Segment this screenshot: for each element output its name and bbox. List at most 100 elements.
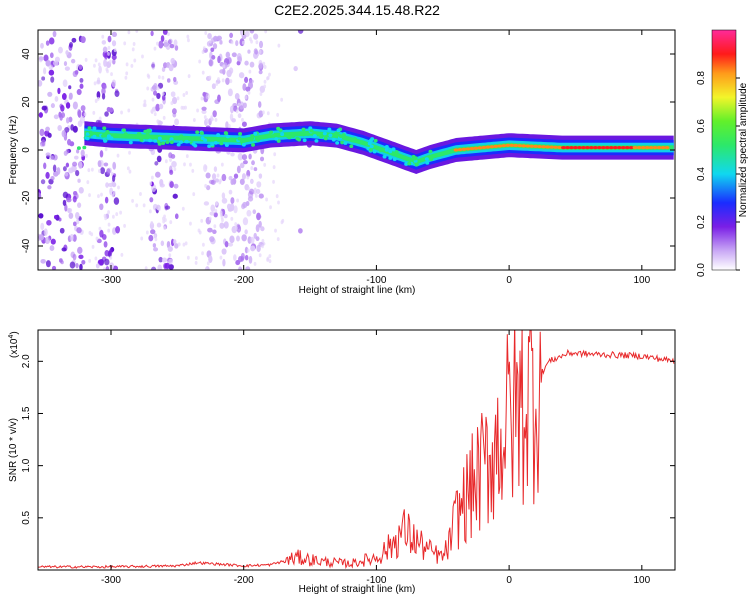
ridge-speckle: [297, 137, 302, 142]
ridge-speckle: [92, 134, 97, 139]
spectrogram-cell: [213, 35, 218, 42]
spectrogram-cell: [128, 150, 131, 155]
spectrogram-cell: [155, 171, 161, 178]
ridge-speckle: [250, 136, 255, 140]
ridge-speckle: [350, 138, 355, 143]
spectrogram-cell: [57, 124, 63, 131]
spectrogram-cell: [88, 258, 92, 263]
ridge-speckle: [87, 126, 92, 130]
spectrogram-cell: [173, 183, 179, 189]
spectrogram-cell: [60, 104, 65, 112]
spectrogram-cell: [255, 40, 259, 45]
spectrogram-cell: [244, 229, 248, 235]
spectrogram-cell: [163, 39, 169, 48]
spectrogram-cell: [244, 76, 249, 83]
ridge-speckle: [378, 148, 383, 153]
spectrogram-cell: [151, 61, 156, 70]
spectrogram-cell: [48, 64, 54, 70]
spectrogram-cell: [157, 75, 161, 80]
spectrogram-cell: [87, 168, 91, 173]
spectrogram-cell: [208, 255, 213, 263]
spectrogram-cell: [79, 263, 83, 270]
ridge-speckle: [382, 154, 387, 159]
spectrogram-cell: [168, 64, 174, 72]
spectrogram-cell: [112, 58, 116, 65]
spectrogram-cell: [242, 217, 249, 226]
spectrogram-cell: [107, 45, 111, 50]
spectrogram-cell: [262, 61, 266, 66]
spectrogram-cell: [47, 132, 52, 138]
spectrogram-cell: [253, 33, 259, 40]
spectrogram-cell: [236, 165, 241, 174]
ridge-speckle: [301, 127, 306, 132]
spectrogram-cell: [106, 168, 111, 175]
spectrogram-cell: [219, 255, 223, 260]
ridge-core-cell: [541, 145, 547, 149]
ridge-speckle: [179, 134, 184, 139]
ridge-core-cell: [608, 146, 614, 150]
x-tick-label: 0: [506, 275, 512, 286]
spectrogram-cell: [212, 110, 217, 118]
ridge-speckle: [184, 139, 189, 144]
spectrogram-cell: [150, 109, 154, 114]
spectrogram-cell: [155, 103, 160, 112]
spectrogram-cell: [152, 243, 157, 248]
ridge-core-cell: [648, 146, 654, 150]
spectrogram-cell: [135, 203, 139, 208]
spectrogram-cell: [266, 257, 269, 262]
spectrogram-cell: [253, 167, 258, 172]
spectrogram-cell: [221, 173, 227, 182]
spectrogram-cell: [200, 96, 204, 101]
spectrogram-cell: [45, 260, 51, 268]
spectrogram-cell: [163, 62, 168, 69]
spectrogram-cell: [153, 46, 157, 51]
ridge-speckle: [309, 129, 314, 133]
y-tick-label: 0.5: [21, 510, 32, 524]
spectrogram-cell: [102, 84, 107, 90]
spectrogram-cell: [61, 93, 67, 101]
spectrogram-cell: [76, 149, 80, 154]
spectrogram-cell: [107, 182, 114, 187]
spectrogram-cell: [54, 95, 59, 102]
spectrogram-cell: [269, 205, 272, 210]
spectrogram-cell: [150, 266, 157, 270]
spectrogram-cell: [220, 162, 224, 167]
spectrogram-cell: [99, 203, 104, 211]
spectrogram-cell: [189, 221, 192, 226]
spectrogram-cell: [241, 40, 245, 45]
spectrogram-cell: [210, 179, 216, 185]
x-tick-label: 100: [633, 275, 650, 286]
spectrogram-cell: [123, 223, 126, 228]
spectrogram-cell: [222, 196, 226, 201]
spectrogram-cell: [159, 178, 164, 186]
spectrogram-cell: [98, 65, 102, 74]
spectrogram-cell: [261, 244, 264, 249]
spectrogram-cell: [95, 236, 99, 241]
x-tick-label: -100: [366, 275, 386, 286]
spectrogram-cell: [237, 56, 242, 63]
spectrogram-cell: [248, 153, 252, 160]
spectrogram-cell: [90, 167, 94, 172]
spectrogram-cell: [72, 221, 77, 227]
spectrogram-cell: [76, 227, 82, 234]
ridge-speckle: [139, 138, 144, 142]
spectrogram-cell: [126, 166, 130, 171]
spectrogram-cell: [266, 111, 270, 116]
ridge-speckle: [143, 129, 148, 134]
spectrogram-cell: [229, 113, 234, 121]
spectrogram-cell: [163, 262, 168, 269]
spectrogram-cell: [168, 253, 172, 258]
ridge-speckle: [335, 141, 340, 145]
ridge-speckle: [384, 148, 389, 152]
ridge-core-cell: [481, 145, 487, 150]
spectrogram-cell: [183, 162, 186, 167]
spectrogram-cell: [239, 162, 245, 169]
spectrogram-cell: [43, 162, 47, 170]
spectrogram-cell: [102, 50, 108, 58]
colorbar-tick-label: 0.2: [696, 215, 707, 229]
spectrogram-cell: [111, 193, 115, 198]
ridge-speckle: [308, 126, 313, 130]
spectrogram-cell: [257, 101, 262, 108]
spectrogram-cell: [111, 54, 117, 60]
ridge-speckle: [161, 141, 166, 146]
